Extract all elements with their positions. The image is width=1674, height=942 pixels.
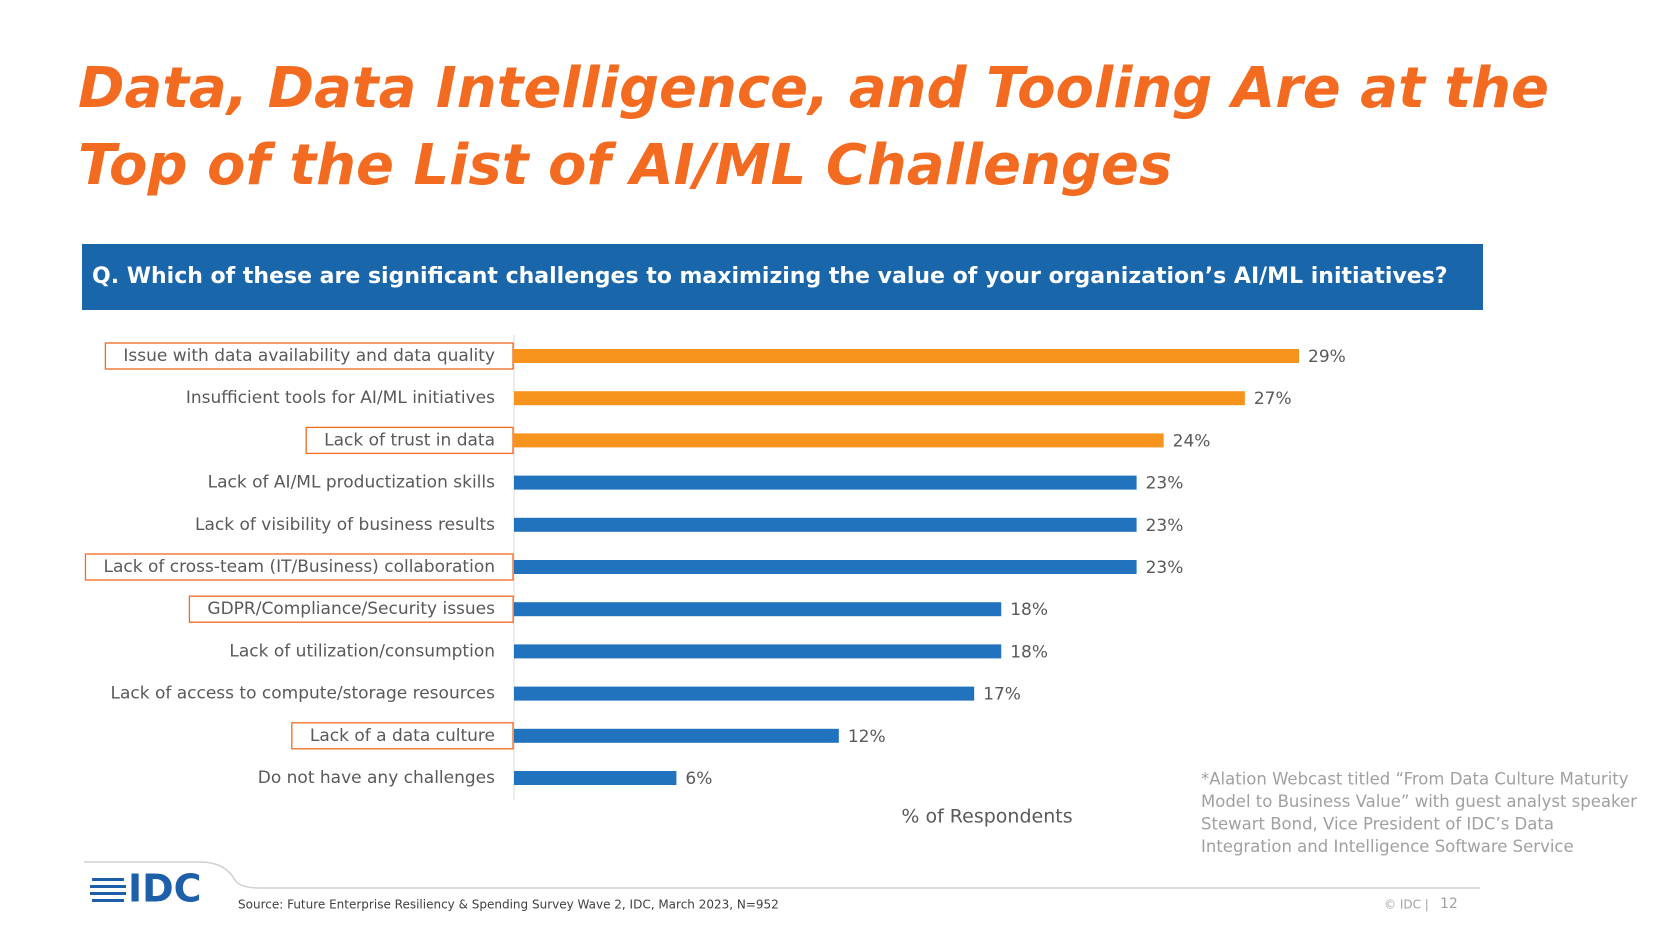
- category-label: Lack of utilization/consumption: [229, 641, 495, 661]
- bar: [514, 686, 975, 701]
- category-label: GDPR/Compliance/Security issues: [207, 599, 495, 619]
- category-label: Lack of a data culture: [310, 726, 495, 746]
- value-label: 18%: [1010, 600, 1048, 620]
- x-axis-label: % of Respondents: [901, 806, 1072, 828]
- bar: [514, 560, 1137, 574]
- bar: [514, 433, 1164, 448]
- highlight-box: [104, 342, 514, 370]
- value-label: 12%: [848, 727, 886, 747]
- slide-title: Top of the List of AI/ML Challenges: [78, 133, 1172, 198]
- category-label: Insufficient tools for AI/ML initiatives: [186, 388, 495, 408]
- value-label: 23%: [1146, 474, 1184, 494]
- question: Q. Which of these are significant challe…: [92, 264, 1448, 289]
- category-label: Lack of cross-team (IT/Business) collabo…: [103, 557, 495, 577]
- slide-title: Data, Data Intelligence, and Tooling Are…: [78, 56, 1549, 121]
- highlight-box: [84, 553, 514, 581]
- value-label: 27%: [1254, 389, 1292, 409]
- category-label: Issue with data availability and data qu…: [123, 346, 495, 366]
- value-label: 17%: [983, 685, 1021, 705]
- bar: [514, 602, 1002, 617]
- highlight-box: [305, 426, 514, 455]
- category-label: Lack of access to compute/storage resour…: [110, 684, 495, 704]
- footer-rule: [84, 861, 1480, 889]
- copyright: © IDC |: [1384, 898, 1429, 912]
- value-label: 6%: [685, 769, 712, 789]
- footnote: Stewart Bond, Vice President of IDC’s Da…: [1201, 815, 1554, 834]
- highlight-box: [291, 722, 514, 750]
- page-number: 12: [1440, 896, 1458, 912]
- bar: [514, 349, 1299, 363]
- bar: [514, 517, 1137, 532]
- bar: [514, 644, 1002, 659]
- bar: [514, 771, 677, 785]
- footnote: *Alation Webcast titled “From Data Cultu…: [1201, 770, 1629, 789]
- value-label: 18%: [1010, 642, 1048, 662]
- category-label: Lack of AI/ML productization skills: [208, 473, 495, 493]
- category-label: Lack of visibility of business results: [195, 515, 495, 535]
- bar: [514, 728, 839, 743]
- bar: [514, 475, 1137, 490]
- logo: IDC: [128, 867, 202, 911]
- value-label: 24%: [1173, 431, 1211, 451]
- logo-mark: [90, 878, 126, 902]
- highlight-box: [188, 595, 514, 623]
- bar: [514, 391, 1245, 406]
- value-label: 29%: [1308, 347, 1346, 367]
- category-label: Lack of trust in data: [324, 430, 495, 450]
- value-label: 23%: [1146, 516, 1184, 536]
- source: Source: Future Enterprise Resiliency & S…: [238, 898, 779, 912]
- footnote: Model to Business Value” with guest anal…: [1201, 792, 1637, 811]
- question-banner: [82, 244, 1483, 310]
- category-label: Do not have any challenges: [258, 768, 495, 788]
- value-label: 23%: [1146, 558, 1184, 578]
- footnote: Integration and Intelligence Software Se…: [1201, 837, 1574, 856]
